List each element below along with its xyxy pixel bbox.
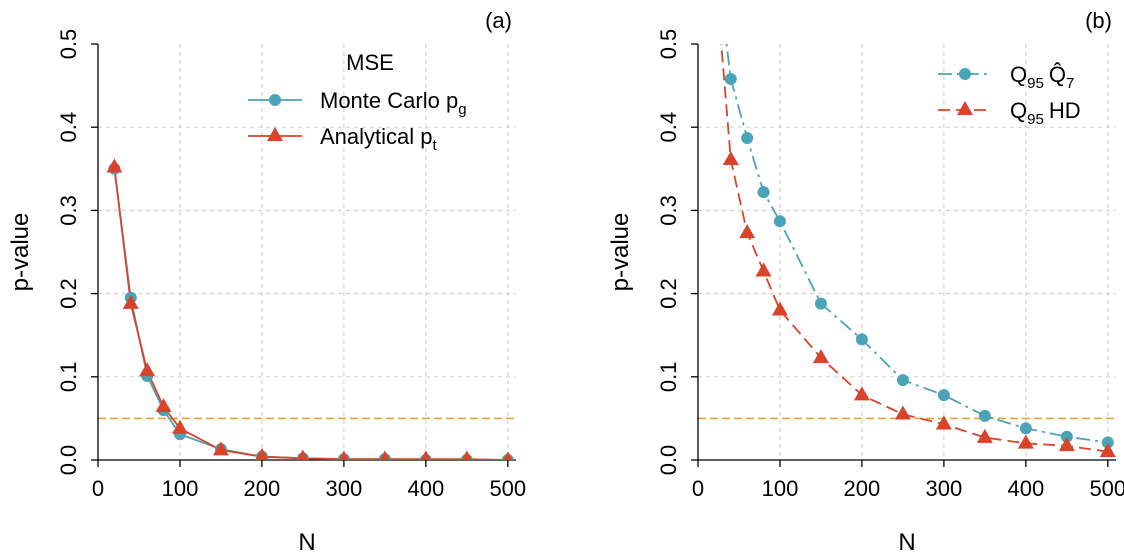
legend-label-sub: 95 (1027, 111, 1044, 128)
legend-label-rest-sub: 7 (1066, 75, 1074, 92)
data-point-circle (855, 333, 868, 346)
data-point-circle (1101, 436, 1114, 449)
y-axis-title: p-value (7, 213, 34, 292)
legend-label-rest: Q̂ (1049, 62, 1066, 87)
data-point-circle (773, 215, 786, 228)
y-tick-label: 0.3 (656, 195, 681, 226)
x-axis-title: N (898, 529, 915, 552)
plot-area (106, 158, 514, 460)
data-point-triangle (755, 262, 772, 277)
panel-a: 0 100 200 300 400 500 0.0 0.1 0.2 0.3 0.4 0.5 Np-val… (7, 8, 526, 556)
legend-label-main: Q (1010, 98, 1027, 123)
x-tick-label: 400 (407, 476, 444, 501)
data-point-triangle (255, 447, 269, 460)
series-line-0 (113, 168, 508, 460)
data-point-triangle (379, 450, 391, 460)
data-point-triangle (976, 428, 993, 443)
x-tick-label: 200 (844, 476, 881, 501)
legend-key-triangle (957, 101, 973, 115)
x-tick-label: 400 (1007, 476, 1044, 501)
data-point-triangle (338, 450, 350, 460)
y-tick-label: 0.2 (656, 278, 681, 309)
legend-key-triangle (267, 127, 283, 141)
data-point-circle (741, 132, 754, 145)
plot-area (720, 44, 1116, 457)
legend-label-sub: t (433, 137, 438, 154)
x-tick-label: 100 (162, 476, 199, 501)
y-tick-label: 0.5 (56, 29, 81, 60)
x-tick-label: 500 (489, 476, 526, 501)
series-line-1 (113, 167, 508, 460)
legend-label-main: Q (1010, 62, 1027, 87)
x-tick-label: 300 (326, 476, 363, 501)
y-axis-title: p-value (607, 213, 634, 292)
legend-entry-label: Q95 Q̂7 (1010, 62, 1074, 92)
data-point-triangle (722, 150, 739, 165)
x-tick-label: 100 (762, 476, 799, 501)
data-point-triangle (853, 386, 870, 401)
data-point-triangle (106, 158, 123, 173)
y-tick-label: 0.2 (56, 278, 81, 309)
x-tick-label: 0 (692, 476, 704, 501)
x-tick-label: 0 (92, 476, 104, 501)
panel-b: 0 100 200 300 400 500 0.0 0.1 0.2 0.3 0.4 0.5 Np-val… (607, 8, 1124, 556)
data-point-triangle (461, 450, 473, 460)
y-tick-label: 0.4 (56, 112, 81, 143)
data-point-circle (978, 409, 991, 422)
data-point-triangle (1058, 437, 1075, 452)
x-axis-title: N (298, 529, 315, 552)
data-point-triangle (122, 294, 139, 309)
x-tick-label: 200 (244, 476, 281, 501)
data-point-triangle (771, 301, 788, 316)
legend-label-sub: 95 (1027, 75, 1044, 92)
legend-label-sub: g (458, 101, 466, 118)
data-point-circle (724, 72, 737, 85)
panel-label: (a) (485, 8, 512, 33)
legend-title: MSE (346, 50, 394, 75)
legend-key-circle (959, 68, 971, 80)
data-point-triangle (420, 450, 432, 460)
y-tick-label: 0.3 (56, 195, 81, 226)
data-point-triangle (171, 419, 188, 434)
y-tick-label: 0.1 (656, 362, 681, 393)
legend-key-circle (269, 94, 281, 106)
y-tick-label: 0.0 (56, 445, 81, 476)
data-point-triangle (935, 415, 952, 430)
legend-entry-label: Q95 HD (1010, 98, 1081, 128)
legend: MSE Monte Carlo pg Analytical pt (248, 50, 467, 154)
y-tick-label: 0.0 (656, 445, 681, 476)
legend-entry-label: Analytical pt (320, 124, 438, 154)
data-point-circle (896, 374, 909, 387)
y-tick-label: 0.5 (656, 29, 681, 60)
data-point-triangle (1017, 434, 1034, 449)
data-point-triangle (812, 348, 829, 363)
data-point-triangle (739, 224, 756, 239)
legend-label-main: Monte Carlo p (320, 88, 458, 113)
y-tick-label: 0.4 (656, 112, 681, 143)
data-point-triangle (155, 398, 172, 413)
data-point-triangle (212, 441, 229, 456)
x-tick-label: 300 (926, 476, 963, 501)
x-tick-label: 500 (1089, 476, 1124, 501)
y-tick-label: 0.1 (56, 362, 81, 393)
data-point-circle (937, 389, 950, 402)
data-point-circle (757, 186, 770, 199)
data-point-triangle (139, 362, 156, 377)
legend-label-rest: HD (1049, 98, 1081, 123)
legend-entry-label: Monte Carlo pg (320, 88, 467, 118)
data-point-triangle (296, 449, 309, 460)
panel-label: (b) (1085, 8, 1112, 33)
data-point-circle (1019, 422, 1032, 435)
data-point-triangle (894, 405, 911, 420)
data-point-triangle (502, 451, 513, 460)
data-point-circle (1060, 430, 1073, 443)
data-point-circle (814, 297, 827, 310)
legend-label-main: Analytical p (320, 124, 433, 149)
data-point-triangle (1099, 443, 1116, 457)
